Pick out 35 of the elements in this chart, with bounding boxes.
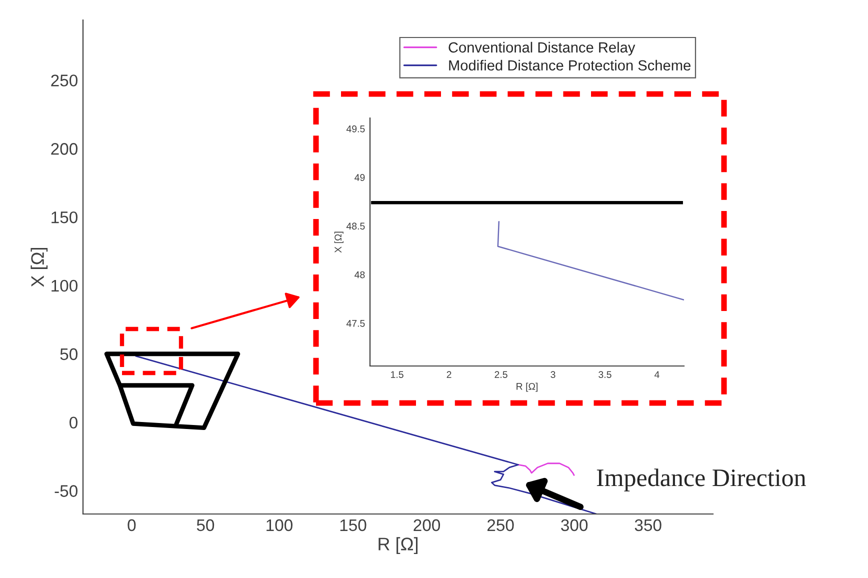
x-tick-label: 100 <box>266 519 292 532</box>
x-tick-label: 200 <box>414 519 440 532</box>
y-tick-label: 49 <box>354 174 365 181</box>
y-tick-label: -50 <box>54 485 78 497</box>
line-series <box>134 355 598 514</box>
x-tick-label: 0 <box>128 519 136 532</box>
y-axis-title: X [Ω] <box>334 232 344 253</box>
x-tick-label: 2.5 <box>494 371 508 378</box>
line-series <box>104 352 240 430</box>
x-tick-label: 250 <box>487 519 514 532</box>
y-tick-label: 47.5 <box>346 320 365 327</box>
y-tick-label: 200 <box>51 143 78 155</box>
x-axis-title: R [Ω] <box>378 537 418 554</box>
x-tick-label: 50 <box>196 519 214 532</box>
y-axis-title: X [Ω] <box>30 248 48 287</box>
x-tick-label: 3 <box>550 371 556 378</box>
annotation: Impedance Direction <box>596 468 806 492</box>
legend-label: Modified Distance Protection Scheme <box>449 60 690 71</box>
x-tick-label: 3.5 <box>598 371 612 378</box>
y-tick-label: 100 <box>52 280 78 292</box>
x-tick-label: 4 <box>654 371 660 378</box>
x-tick-label: 1.5 <box>391 371 404 378</box>
line-series <box>518 462 576 476</box>
x-tick-label: 300 <box>561 519 588 532</box>
x-tick-label: 2 <box>446 371 452 378</box>
y-tick-label: 150 <box>52 211 78 224</box>
y-tick-label: 48 <box>354 271 365 278</box>
y-tick-label: 0 <box>70 416 78 429</box>
y-tick-label: 50 <box>60 348 78 360</box>
y-tick-label: 48.5 <box>346 222 365 230</box>
y-tick-label: 250 <box>51 74 78 86</box>
x-tick-label: 350 <box>634 519 662 532</box>
legend-label: Conventional Distance Relay <box>448 42 636 56</box>
x-axis-title: R [Ω] <box>516 382 538 392</box>
y-tick-label: 49.5 <box>346 125 365 132</box>
